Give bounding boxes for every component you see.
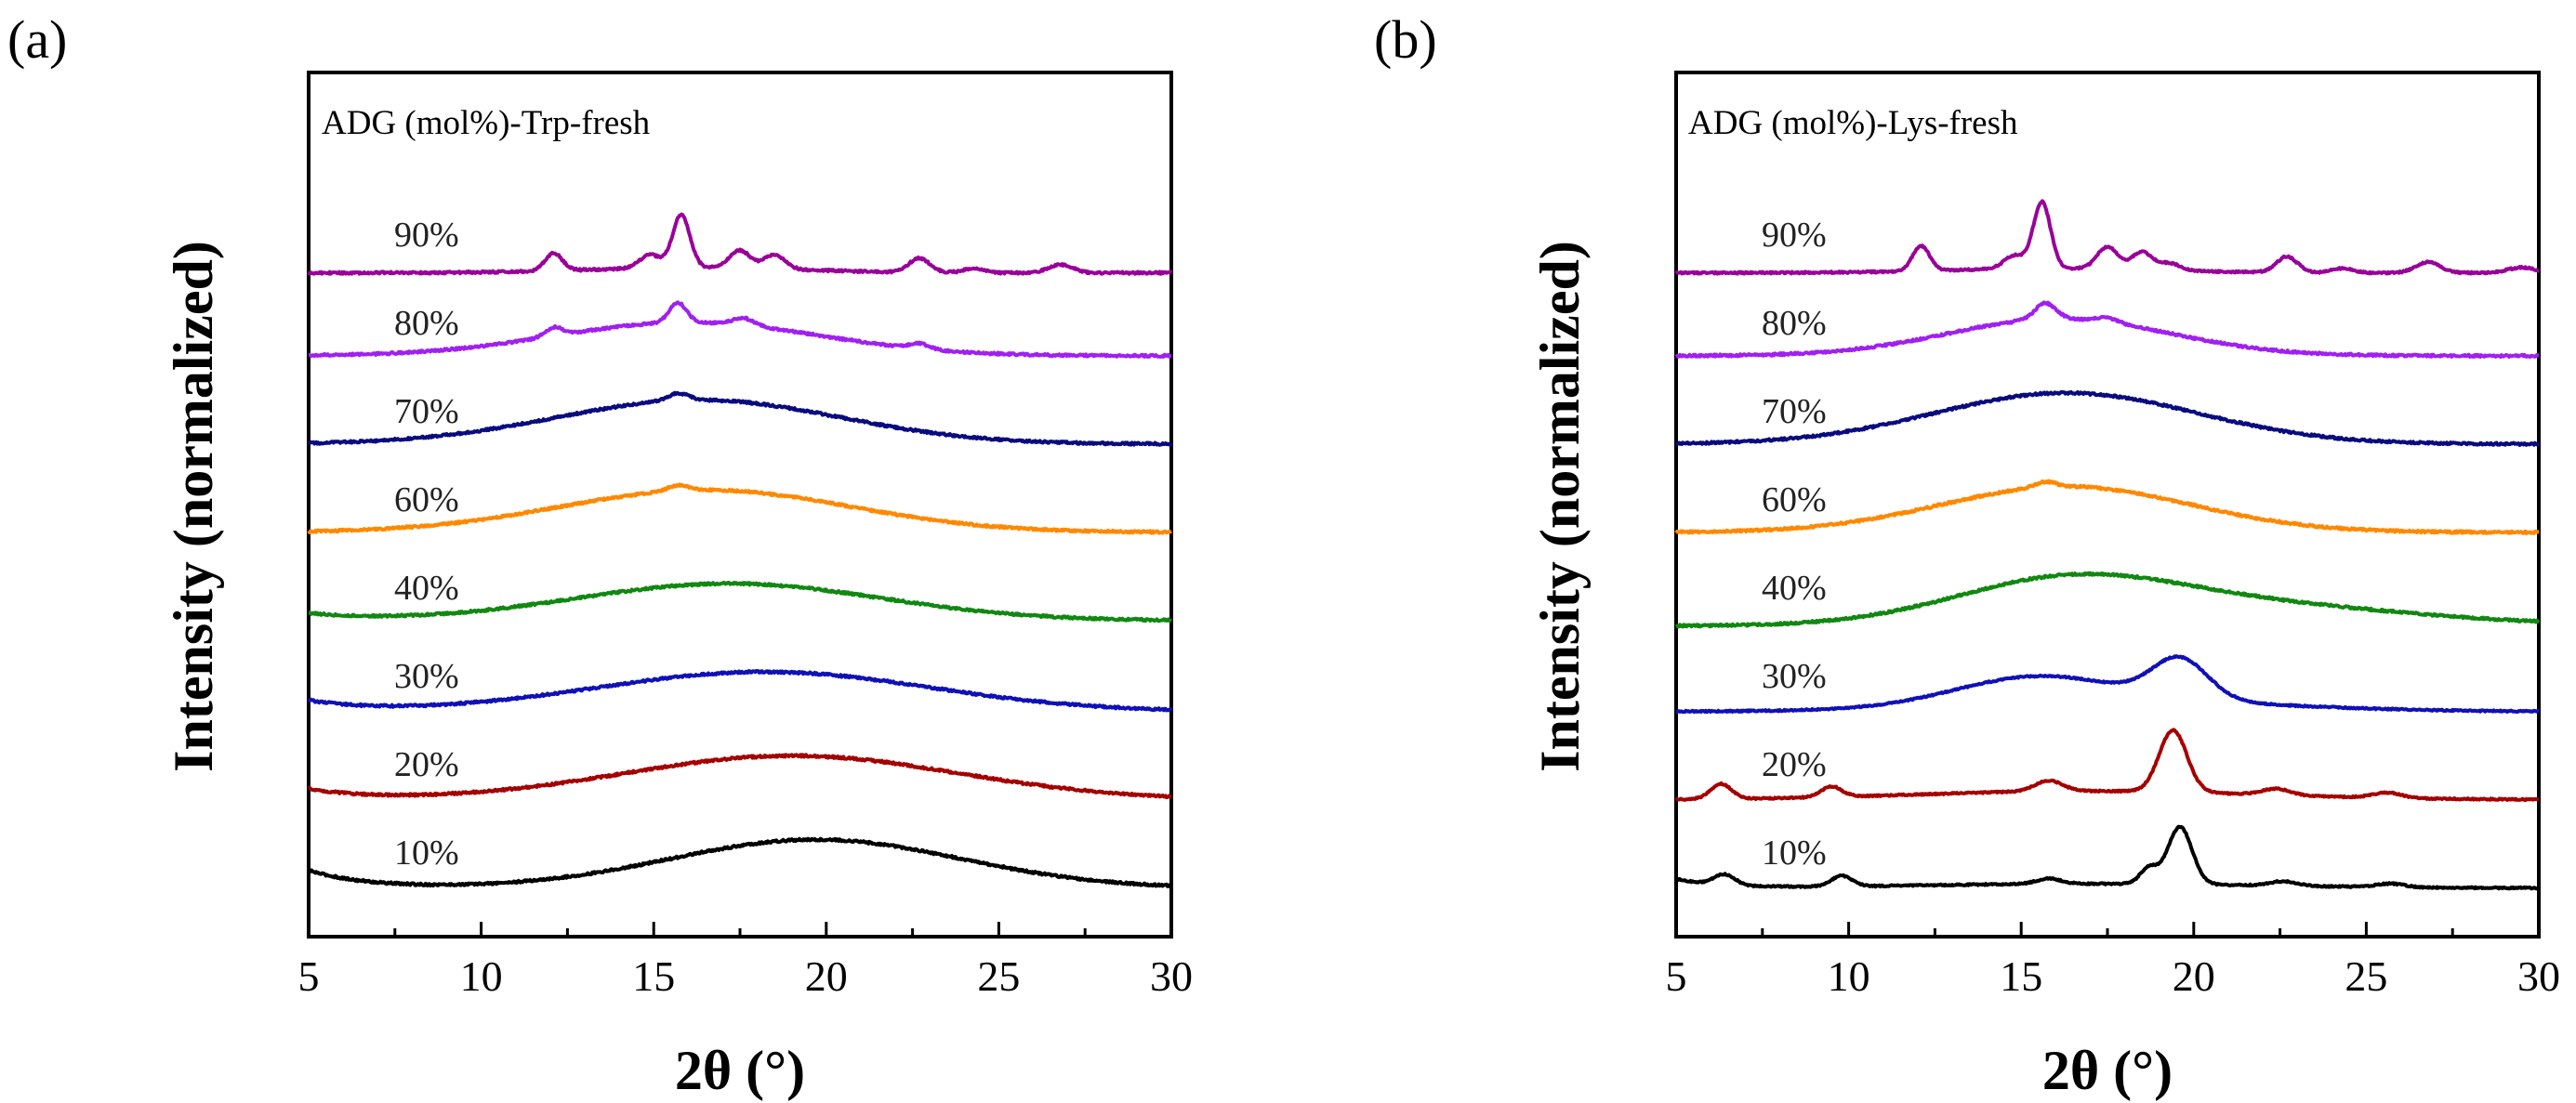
series-line-a-20pct <box>307 753 1172 800</box>
y-axis-title-b: Intensity (normalized) <box>1529 241 1591 772</box>
series-line-b-10pct <box>1675 824 2541 891</box>
series-label-b-40pct: 40% <box>1762 569 1827 608</box>
x-tick-label-a-5: 5 <box>298 952 320 1000</box>
inner-title-b: ADG (mol%)-Lys-fresh <box>1688 104 2018 142</box>
x-tick-label-a-15: 15 <box>632 952 675 1000</box>
panel-a-chart: (a) ADG (mol%)-Trp-fresh Intensity (norm… <box>7 9 1193 1101</box>
x-ticks-a: 5 10 15 20 25 30 <box>298 922 1193 1000</box>
panel-label-a: (a) <box>7 9 67 70</box>
x-ticks-b: 5 10 15 20 25 30 <box>1666 922 2560 1000</box>
inner-title-a: ADG (mol%)-Trp-fresh <box>322 104 651 142</box>
series-line-a-10pct <box>308 836 1173 888</box>
x-axis-title-b: 2θ (°) <box>2042 1040 2173 1101</box>
series-label-a-60pct: 60% <box>394 480 459 519</box>
series-line-a-90pct <box>307 212 1173 276</box>
series-label-b-20pct: 20% <box>1762 745 1827 784</box>
series-label-a-30pct: 30% <box>394 657 459 696</box>
series-line-b-60pct <box>1674 479 2540 535</box>
series-label-a-20pct: 20% <box>394 745 459 784</box>
series-label-a-90pct: 90% <box>394 216 459 255</box>
series-line-b-30pct <box>1675 654 2541 715</box>
series-label-a-70pct: 70% <box>394 392 459 431</box>
series-group-b: 10% 20% 30% 40% 60% 70% 80% 90% <box>1674 199 2541 891</box>
series-line-b-70pct <box>1675 389 2541 447</box>
series-line-a-80pct <box>308 300 1172 359</box>
series-label-b-90pct: 90% <box>1762 216 1827 255</box>
series-line-b-20pct <box>1674 728 2540 803</box>
x-tick-label-b-10: 10 <box>1828 952 1870 1000</box>
y-axis-title-a: Intensity (normalized) <box>163 241 224 772</box>
series-label-a-40pct: 40% <box>394 569 459 608</box>
panel-label-b: (b) <box>1374 9 1437 70</box>
series-line-a-70pct <box>307 390 1173 447</box>
series-label-a-80pct: 80% <box>394 304 459 343</box>
x-tick-label-b-15: 15 <box>2000 952 2042 1000</box>
series-label-b-80pct: 80% <box>1762 304 1827 343</box>
series-line-a-30pct <box>307 669 1173 713</box>
series-label-a-10pct: 10% <box>394 834 459 873</box>
series-group-a: 10% 20% 30% 40% 60% 70% 80% 90% <box>307 212 1173 888</box>
series-label-b-60pct: 60% <box>1762 480 1827 519</box>
series-label-b-70pct: 70% <box>1762 392 1827 431</box>
panel-b-chart: (b) ADG (mol%)-Lys-fresh Intensity (norm… <box>1374 9 2560 1101</box>
series-line-a-60pct <box>307 482 1173 535</box>
series-line-a-40pct <box>308 580 1172 624</box>
series-label-b-10pct: 10% <box>1762 834 1827 873</box>
x-tick-label-a-20: 20 <box>805 952 848 1000</box>
x-tick-label-b-5: 5 <box>1666 952 1687 1000</box>
series-line-b-40pct <box>1674 571 2541 629</box>
x-tick-label-b-20: 20 <box>2173 952 2215 1000</box>
x-axis-title-a: 2θ (°) <box>675 1040 805 1101</box>
series-line-b-80pct <box>1674 300 2540 359</box>
series-line-b-90pct <box>1674 199 2540 276</box>
series-label-b-30pct: 30% <box>1762 657 1827 696</box>
x-tick-label-a-10: 10 <box>460 952 503 1000</box>
x-tick-label-b-30: 30 <box>2517 952 2560 1000</box>
x-tick-label-a-30: 30 <box>1150 952 1193 1000</box>
x-tick-label-b-25: 25 <box>2345 952 2387 1000</box>
x-tick-label-a-25: 25 <box>977 952 1020 1000</box>
